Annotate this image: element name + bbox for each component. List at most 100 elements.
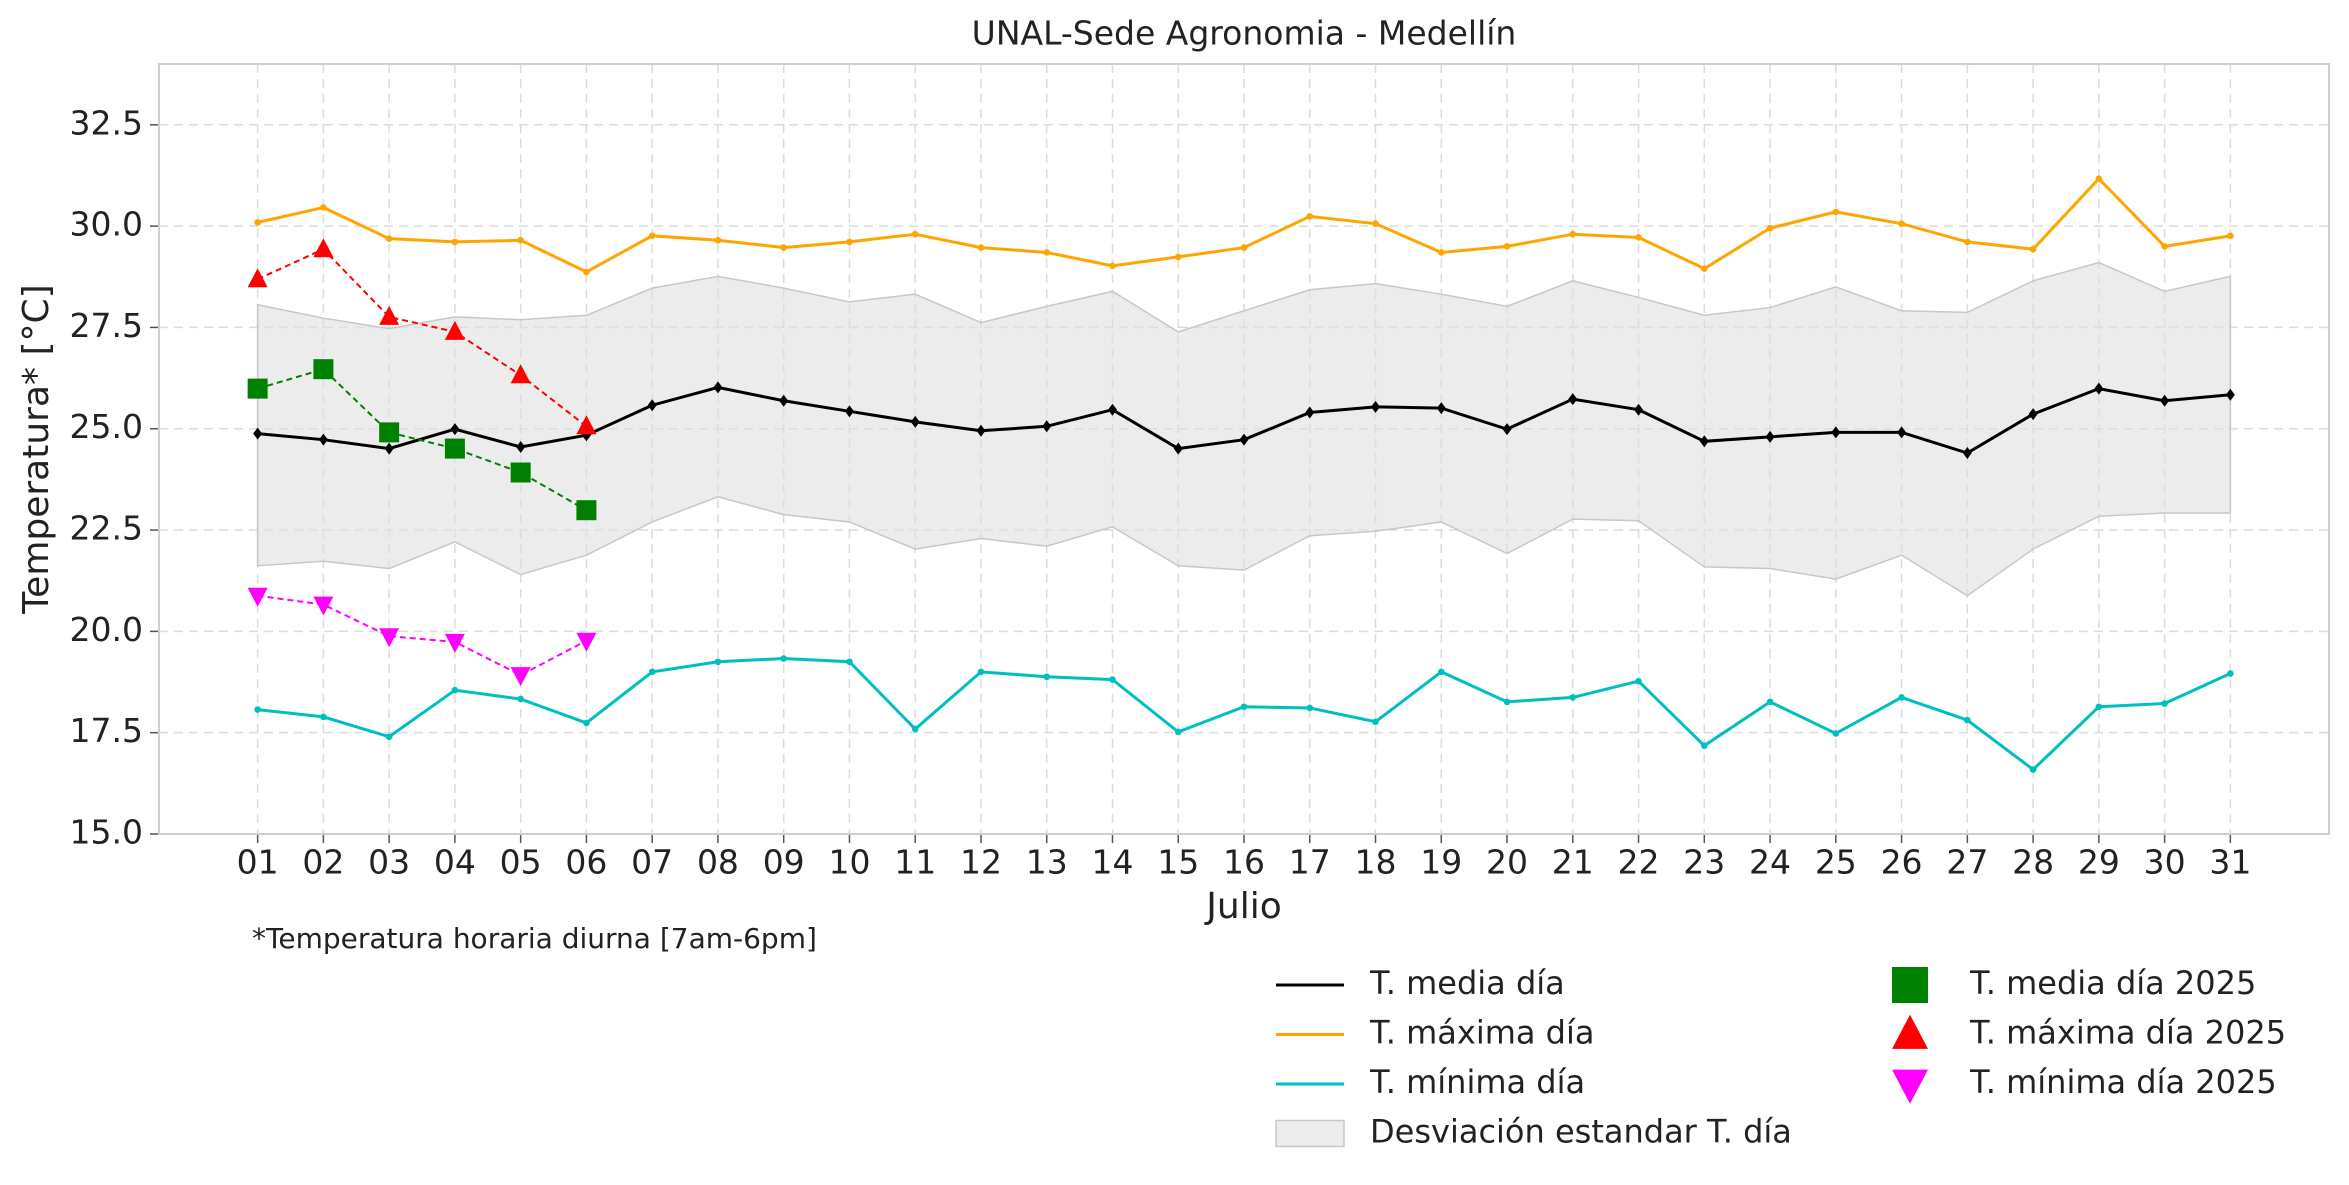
marker	[1306, 704, 1314, 712]
marker	[385, 733, 393, 741]
marker	[648, 232, 656, 240]
series-line	[257, 248, 588, 428]
x-tick-label: 26	[1881, 843, 1923, 882]
marker	[379, 305, 400, 325]
y-tick-label: 17.5	[70, 711, 143, 750]
marker	[2028, 408, 2038, 421]
marker	[253, 427, 263, 440]
marker	[1569, 230, 1577, 238]
marker	[977, 244, 985, 251]
marker	[714, 236, 722, 244]
legend-label: T. mínima día	[1369, 1063, 1585, 1101]
marker	[1042, 420, 1052, 433]
marker	[2227, 670, 2234, 677]
marker	[910, 415, 920, 428]
marker	[1701, 742, 1708, 749]
marker	[320, 713, 327, 721]
marker	[1503, 698, 1511, 706]
marker	[1437, 249, 1445, 256]
marker	[2095, 703, 2103, 711]
x-tick-label: 07	[631, 843, 673, 882]
marker	[1568, 393, 1578, 406]
marker	[1962, 447, 1972, 460]
x-tick-label: 18	[1355, 843, 1397, 882]
marker	[1240, 703, 1248, 711]
marker	[2225, 388, 2235, 401]
marker	[1831, 426, 1841, 439]
legend-swatch	[1275, 1119, 1345, 1148]
legend-label: Desviación estandar T. día	[1370, 1113, 1792, 1151]
marker	[1173, 442, 1183, 455]
marker	[1043, 673, 1051, 681]
marker	[1437, 668, 1445, 676]
marker	[977, 668, 985, 676]
marker	[318, 433, 328, 446]
marker	[1174, 728, 1182, 736]
marker	[576, 632, 597, 652]
marker	[1109, 676, 1116, 683]
marker	[576, 500, 597, 521]
marker	[247, 268, 268, 288]
marker	[1502, 423, 1512, 436]
marker	[1107, 403, 1117, 416]
x-tick-label: 09	[763, 843, 805, 882]
marker	[320, 204, 327, 211]
marker	[516, 440, 526, 453]
x-tick-label: 27	[1946, 843, 1988, 882]
marker	[911, 230, 919, 238]
x-tick-label: 13	[1026, 843, 1068, 882]
marker	[1897, 426, 1907, 439]
marker	[254, 219, 261, 226]
marker	[2161, 243, 2168, 250]
marker	[1240, 244, 1248, 251]
legend-label: T. máxima día	[1369, 1014, 1594, 1052]
marker	[1832, 208, 1840, 216]
x-tick-label: 29	[2078, 843, 2120, 882]
marker	[1898, 694, 1905, 701]
marker	[517, 695, 524, 703]
marker	[1635, 234, 1642, 241]
marker	[1766, 698, 1774, 706]
legend-swatch	[1892, 967, 1928, 1003]
marker	[510, 462, 531, 483]
marker	[450, 423, 460, 436]
legend-label: T. mínima día 2025	[1969, 1063, 2277, 1101]
marker	[444, 438, 465, 459]
marker	[384, 442, 394, 455]
x-tick-label: 16	[1223, 843, 1265, 882]
marker	[780, 244, 787, 251]
marker	[2227, 232, 2234, 240]
x-tick-label: 01	[237, 843, 279, 882]
marker	[247, 378, 268, 399]
marker	[780, 655, 787, 662]
y-tick-label: 22.5	[70, 509, 143, 548]
marker	[844, 405, 854, 418]
marker	[648, 668, 656, 676]
y-axis-label: Temperatura* [°C]	[16, 284, 57, 614]
marker	[976, 424, 986, 437]
legend-swatch	[1892, 1069, 1928, 1104]
x-tick-label: 19	[1420, 843, 1462, 882]
marker	[510, 667, 531, 687]
marker	[379, 628, 400, 648]
legend-label: T. media día 2025	[1969, 964, 2256, 1002]
marker	[846, 238, 853, 246]
annotation: *Temperatura horaria diurna [7am-6pm]	[252, 922, 817, 955]
marker	[647, 399, 657, 412]
x-tick-label: 11	[894, 843, 936, 882]
y-tick-label: 20.0	[70, 610, 143, 649]
marker	[714, 658, 722, 666]
marker	[1964, 238, 1971, 246]
marker	[2029, 245, 2037, 253]
marker	[1371, 400, 1381, 413]
marker	[2094, 382, 2104, 395]
marker	[713, 381, 723, 394]
marker	[1109, 262, 1116, 270]
x-tick-label: 31	[2209, 843, 2251, 882]
marker	[451, 238, 459, 246]
marker	[1436, 402, 1446, 415]
marker	[1239, 433, 1249, 446]
marker	[517, 236, 524, 244]
x-tick-label: 21	[1552, 843, 1594, 882]
